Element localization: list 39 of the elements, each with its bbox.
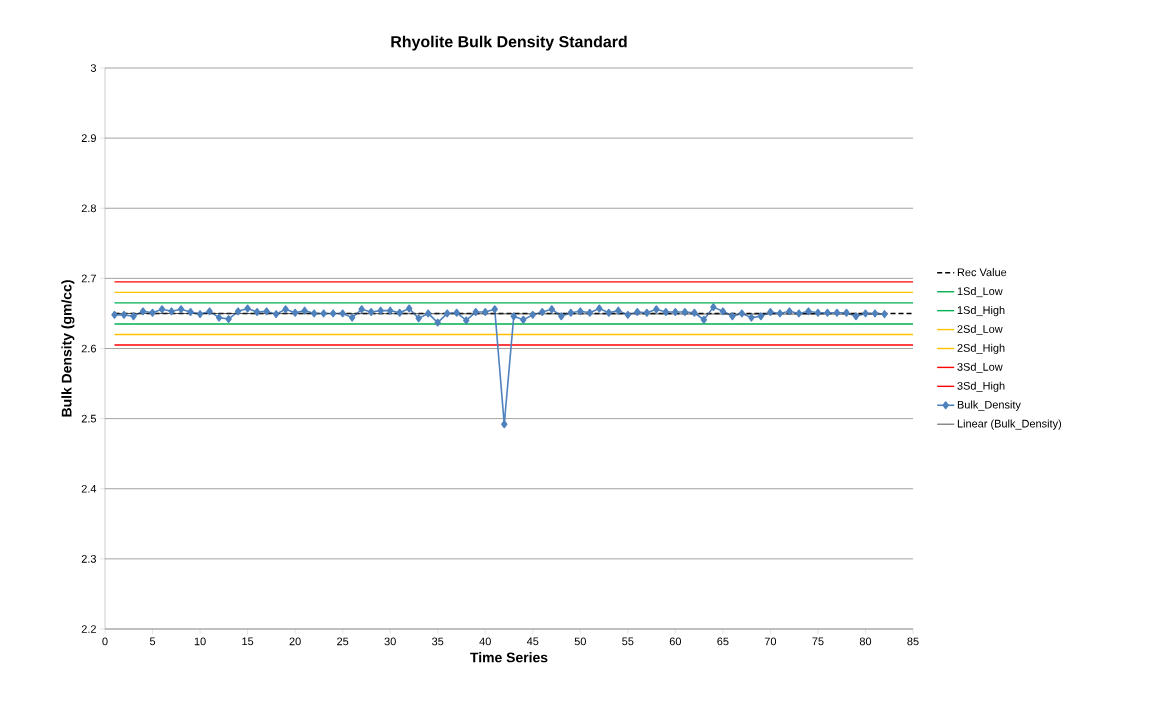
x-tick-label: 35 xyxy=(432,637,444,646)
x-tick-label: 85 xyxy=(907,637,919,646)
x-tick-label: 30 xyxy=(384,637,396,646)
x-tick-label: 45 xyxy=(526,637,539,646)
y-tick-label: 2.7 xyxy=(81,274,96,283)
x-tick-label: 20 xyxy=(289,637,301,646)
x-axis-title: Time Series xyxy=(470,652,548,663)
legend-label: 1Sd_High xyxy=(957,305,1005,317)
y-tick-label: 2.8 xyxy=(81,204,96,213)
y-tick-label: 2.6 xyxy=(81,344,96,353)
legend-label: Rec Value xyxy=(957,268,1007,277)
x-tick-label: 15 xyxy=(242,637,254,646)
x-tick-label: 80 xyxy=(859,637,872,646)
legend-label: 1Sd_Low xyxy=(957,287,1003,298)
y-tick-label: 2.3 xyxy=(81,555,96,563)
x-tick-label: 60 xyxy=(669,637,682,646)
y-tick-label: 2.2 xyxy=(81,625,96,633)
legend-label: 3Sd_High xyxy=(957,381,1005,392)
x-tick-label: 50 xyxy=(574,637,586,646)
x-tick-label: 10 xyxy=(194,637,206,646)
y-tick-label: 3 xyxy=(90,64,96,72)
legend-label: 3Sd_Low xyxy=(957,362,1003,373)
legend-label: Bulk_Density xyxy=(957,400,1021,411)
x-tick-label: 25 xyxy=(337,637,349,646)
y-tick-label: 2.5 xyxy=(81,414,97,423)
x-tick-label: 40 xyxy=(479,637,491,646)
y-tick-label: 2.4 xyxy=(81,484,97,493)
y-tick-label: 2.9 xyxy=(81,134,96,143)
legend-label: Linear (Bulk_Density) xyxy=(957,419,1062,430)
x-tick-label: 0 xyxy=(102,637,108,646)
chart-title: Rhyolite Bulk Density Standard xyxy=(391,35,627,51)
y-axis-title: Bulk Density (gm/cc) xyxy=(61,280,75,417)
x-tick-label: 55 xyxy=(622,637,634,646)
x-tick-label: 5 xyxy=(149,637,156,646)
x-tick-label: 75 xyxy=(812,637,824,646)
legend-label: 2Sd_Low xyxy=(957,324,1003,335)
x-tick-label: 70 xyxy=(764,637,777,646)
x-tick-label: 65 xyxy=(717,637,729,646)
legend-label: 2Sd_High xyxy=(957,343,1005,354)
